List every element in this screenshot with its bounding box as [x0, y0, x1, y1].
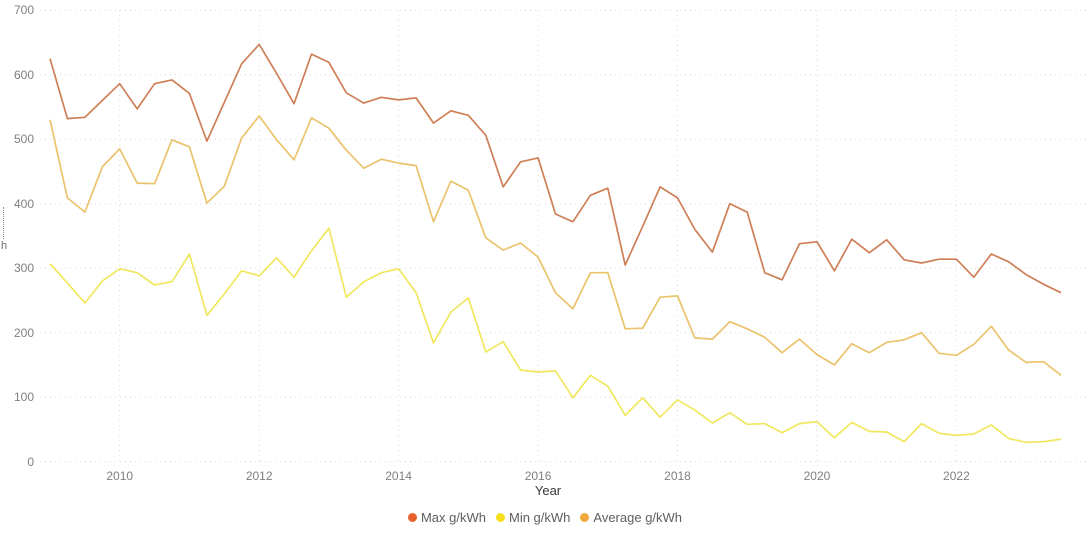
- y-tick-label: 500: [13, 132, 34, 147]
- x-tick-label: 2016: [524, 469, 552, 483]
- legend-label-min: Min g/kWh: [508, 510, 571, 525]
- series-line-max-g-kwh[interactable]: [49, 43, 1062, 294]
- legend-item-min[interactable]: Min g/kWh: [495, 510, 571, 525]
- y-tick-label: 300: [13, 261, 34, 276]
- legend-item-average[interactable]: Average g/kWh: [580, 510, 682, 525]
- x-tick-label: 2012: [245, 469, 273, 483]
- y-tick-label: 400: [13, 196, 34, 211]
- legend: Max g/kWh Min g/kWh Average g/kWh: [0, 510, 1090, 525]
- y-tick-label: 0: [27, 454, 34, 469]
- legend-item-max[interactable]: Max g/kWh: [407, 510, 486, 525]
- y-tick-label: 700: [13, 3, 34, 18]
- legend-dot-min-icon: [495, 513, 505, 522]
- y-axis-title-clipped: h: [1, 240, 8, 252]
- x-tick-label: 2018: [664, 469, 691, 483]
- legend-dot-max-icon: [407, 513, 417, 522]
- x-tick-label: 2010: [106, 469, 134, 483]
- x-axis-title: Year: [534, 483, 562, 498]
- series-line-average-g-kwh[interactable]: [49, 115, 1062, 376]
- legend-label-average: Average g/kWh: [593, 510, 683, 525]
- x-tick-label: 2022: [943, 469, 970, 483]
- y-axis-title-clipped-dots: [3, 207, 4, 239]
- y-tick-label: 600: [13, 67, 34, 82]
- legend-dot-average-icon: [580, 513, 590, 522]
- x-tick-label: 2014: [385, 469, 412, 483]
- y-tick-label: 200: [13, 325, 34, 340]
- y-tick-label: 100: [13, 390, 34, 405]
- legend-label-max: Max g/kWh: [420, 510, 486, 525]
- series-line-min-g-kwh[interactable]: [49, 227, 1062, 444]
- x-tick-label: 2020: [803, 469, 831, 483]
